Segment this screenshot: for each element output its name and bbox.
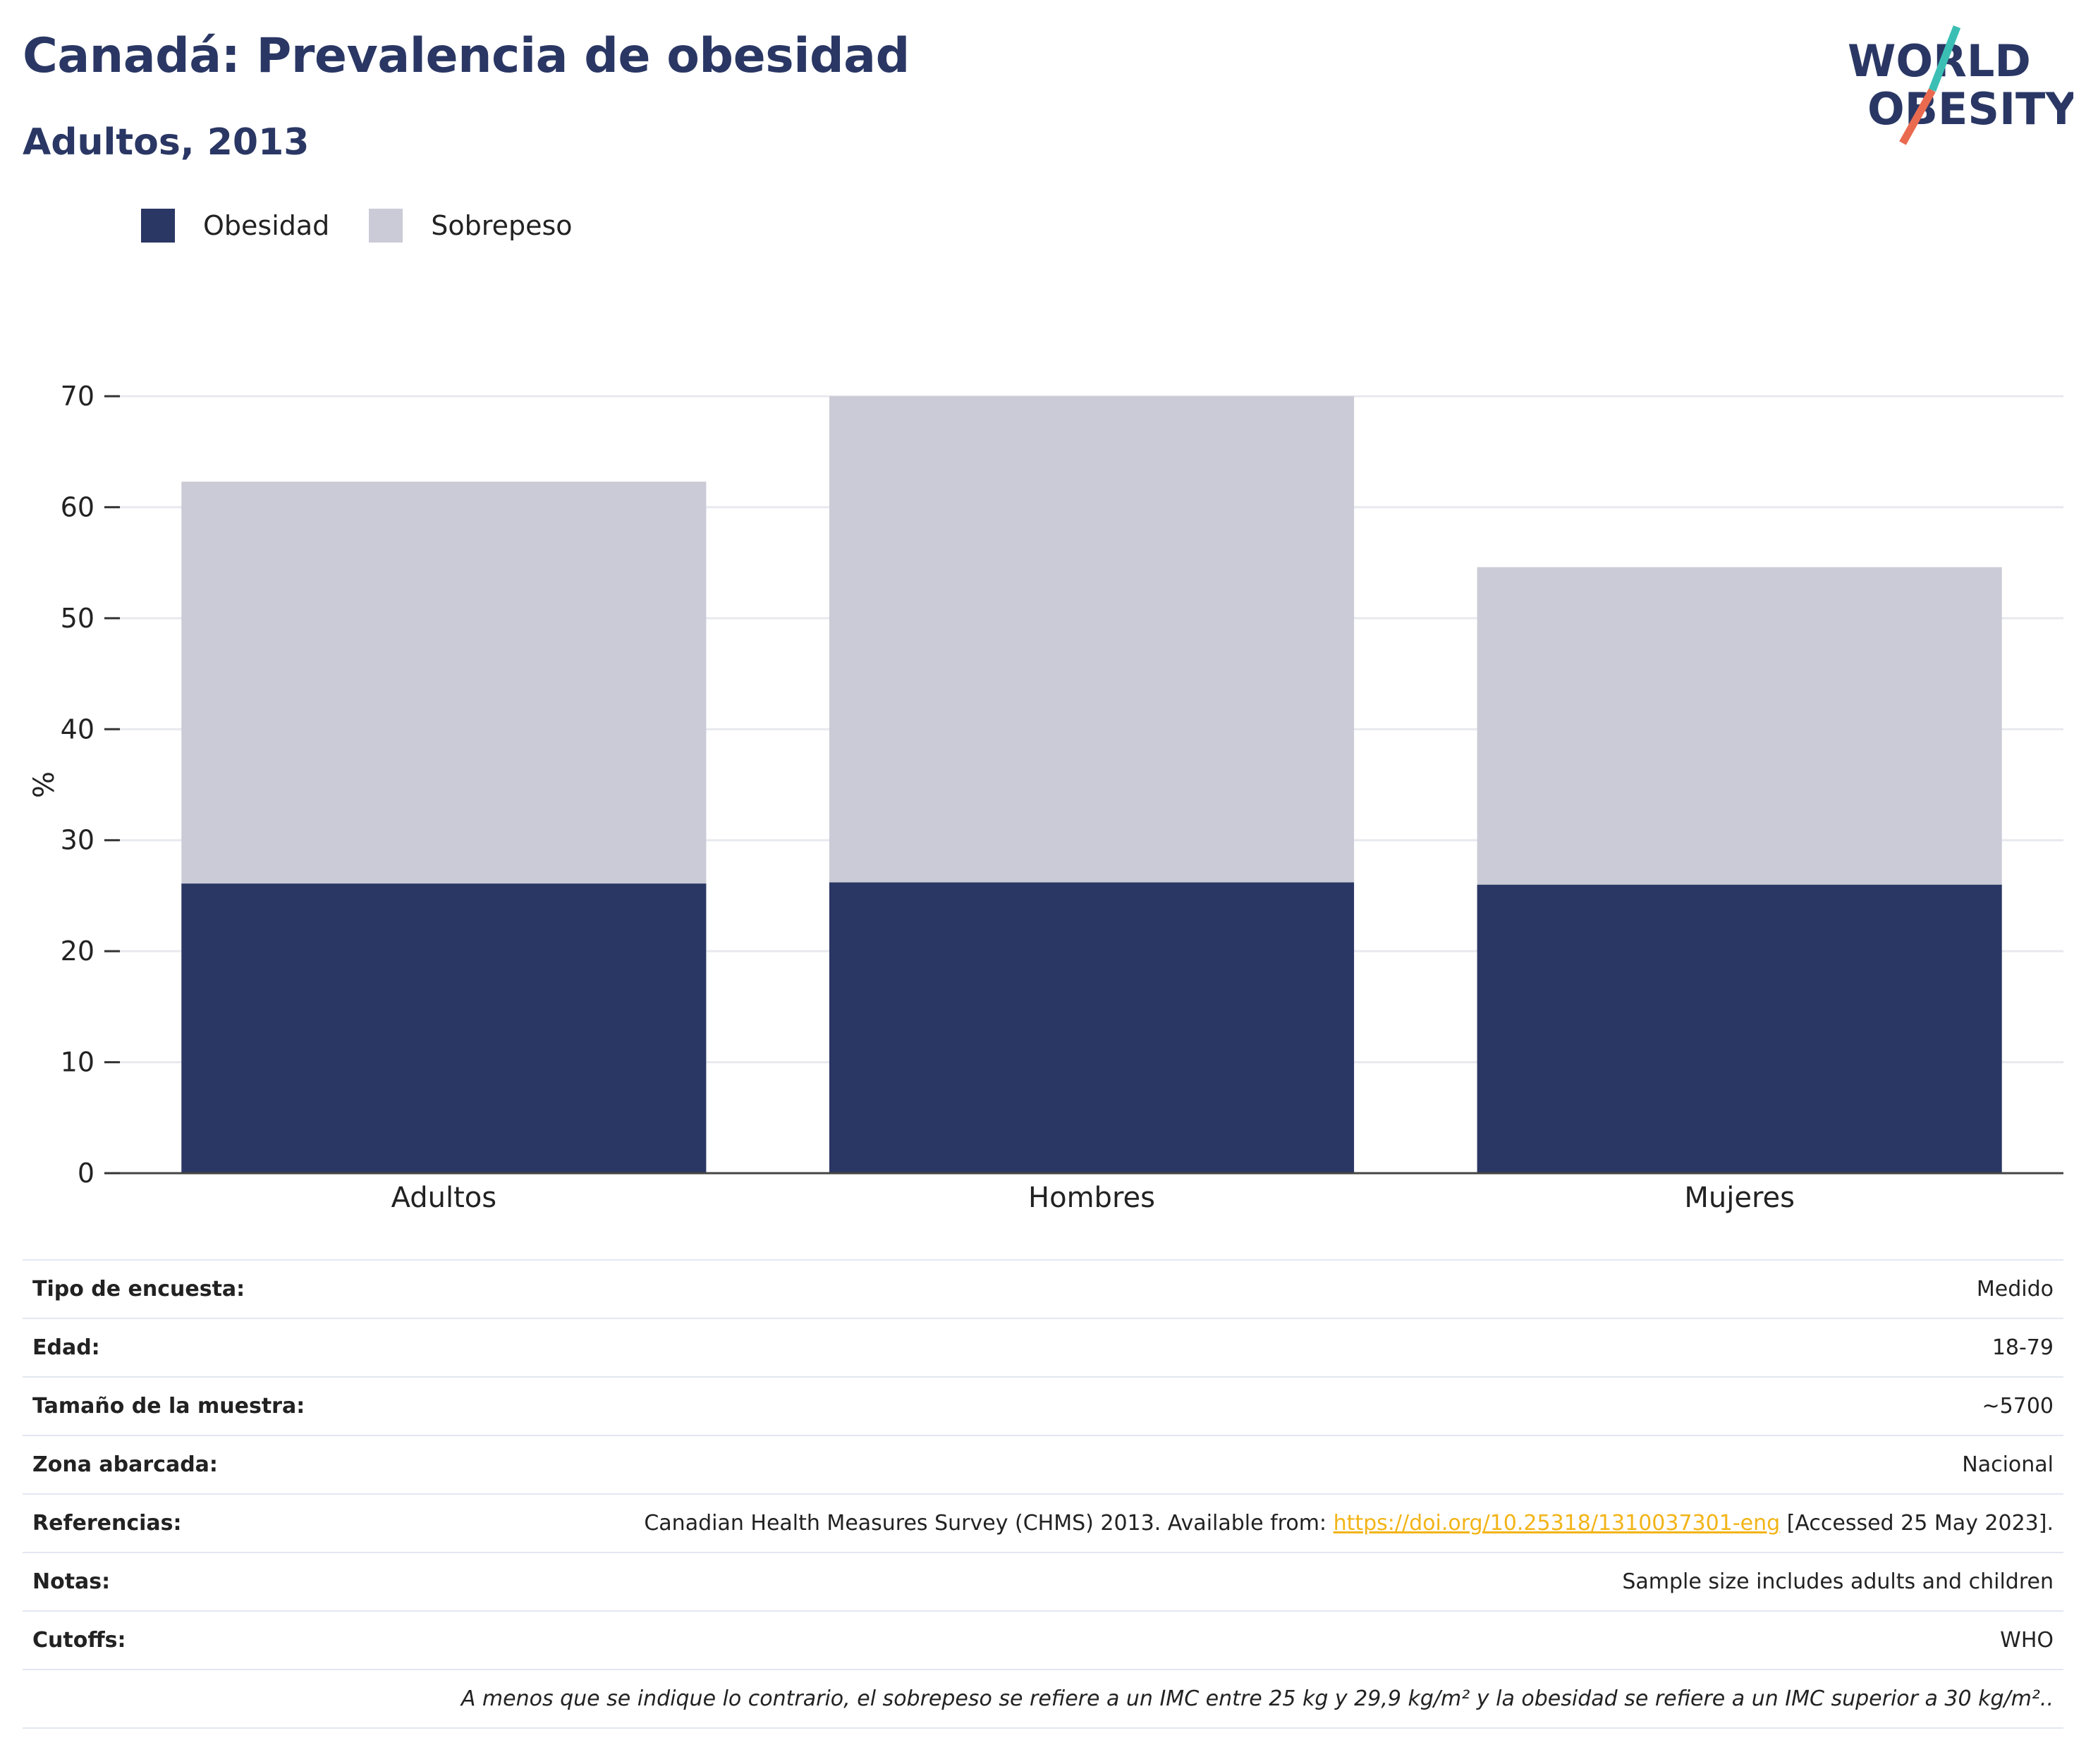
meta-row-footnote: A menos que se indique lo contrario, el … <box>23 1670 2063 1729</box>
y-tick-label: 70 <box>61 381 94 412</box>
logo-slash-top <box>1928 25 1961 92</box>
bar-sobrepeso-mujeres <box>1477 567 2002 885</box>
meta-value: Medido <box>1976 1277 2054 1301</box>
legend-item-obesidad[interactable]: Obesidad <box>141 209 329 243</box>
legend-item-sobrepeso[interactable]: Sobrepeso <box>369 209 573 243</box>
meta-row-age: Edad: 18-79 <box>23 1319 2063 1378</box>
bar-obesidad-hombres <box>829 882 1355 1173</box>
stacked-bar-chart: 0 10 20 30 40 50 60 70% Adultos Hombres Mujeres <box>28 381 2063 1214</box>
meta-label: Tipo de encuesta: <box>32 1277 245 1301</box>
bar-obesidad-adultos <box>181 883 707 1173</box>
logo-slash-bottom <box>1899 88 1936 145</box>
meta-row-references: Referencias: Canadian Health Measures Su… <box>23 1495 2063 1553</box>
y-tick-label: 60 <box>61 491 94 522</box>
meta-label: Notas: <box>32 1569 111 1594</box>
x-tick-label: Mujeres <box>1684 1182 1795 1214</box>
meta-value: Sample size includes adults and children <box>1622 1569 2054 1594</box>
meta-row-notes: Notas: Sample size includes adults and c… <box>23 1553 2063 1612</box>
meta-label: Referencias: <box>32 1511 182 1536</box>
bar-sobrepeso-hombres <box>829 396 1355 883</box>
meta-row-survey-type: Tipo de encuesta: Medido <box>23 1261 2063 1319</box>
meta-value: 18-79 <box>1992 1335 2054 1360</box>
y-tick-label: 30 <box>61 825 94 856</box>
x-tick-label: Hombres <box>1028 1182 1155 1214</box>
y-tick-label: 20 <box>61 936 94 967</box>
reference-text: Canadian Health Measures Survey (CHMS) 2… <box>644 1511 1334 1536</box>
page-subtitle: Adultos, 2013 <box>23 121 310 164</box>
bar-obesidad-mujeres <box>1477 884 2002 1173</box>
y-tick-label: 40 <box>61 713 94 745</box>
legend-label-sobrepeso: Sobrepeso <box>431 210 573 241</box>
x-tick-label: Adultos <box>391 1182 497 1214</box>
page-title: Canadá: Prevalencia de obesidad <box>23 28 910 84</box>
meta-row-cutoffs: Cutoffs: WHO <box>23 1612 2063 1670</box>
bar-sobrepeso-adultos <box>181 482 707 884</box>
legend-swatch-obesidad <box>141 209 175 243</box>
reference-link[interactable]: https://doi.org/10.25318/1310037301-eng <box>1333 1511 1781 1536</box>
meta-value: Nacional <box>1962 1452 2054 1477</box>
meta-value: ~5700 <box>1982 1394 2054 1419</box>
meta-label: Cutoffs: <box>32 1628 126 1653</box>
metadata-table: Tipo de encuesta: Medido Edad: 18-79 Tam… <box>23 1259 2063 1729</box>
meta-value: Canadian Health Measures Survey (CHMS) 2… <box>644 1511 2054 1536</box>
meta-label: Tamaño de la muestra: <box>32 1394 305 1419</box>
meta-label: Zona abarcada: <box>32 1452 218 1477</box>
meta-value: WHO <box>2000 1628 2054 1653</box>
y-tick-label: 10 <box>61 1047 94 1078</box>
meta-row-coverage: Zona abarcada: Nacional <box>23 1436 2063 1495</box>
y-tick-label: 0 <box>78 1158 94 1189</box>
reference-accessed: [Accessed 25 May 2023]. <box>1780 1511 2054 1536</box>
y-tick-label: 50 <box>61 603 94 634</box>
meta-label: Edad: <box>32 1335 100 1360</box>
logo-line-2: OBESITY <box>1867 83 2073 135</box>
legend-swatch-sobrepeso <box>369 209 403 243</box>
legend-label-obesidad: Obesidad <box>203 210 330 241</box>
y-axis-label: % <box>28 771 61 798</box>
meta-row-sample-size: Tamaño de la muestra: ~5700 <box>23 1378 2063 1436</box>
world-obesity-logo: WORLD OBESITY <box>1848 25 2073 145</box>
chart-legend: Obesidad Sobrepeso <box>141 209 612 243</box>
footnote-text: A menos que se indique lo contrario, el … <box>460 1686 2054 1711</box>
